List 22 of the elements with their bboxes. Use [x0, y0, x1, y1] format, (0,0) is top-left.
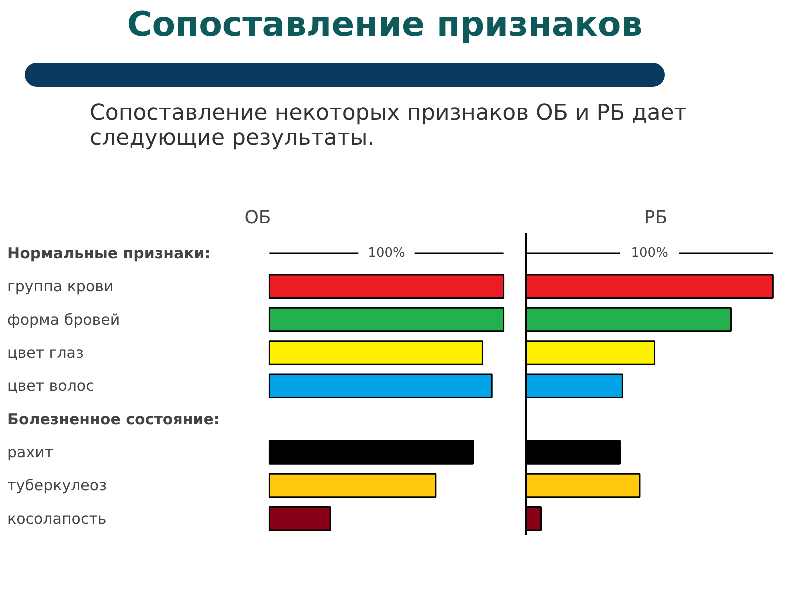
chart-title: РБ: [644, 208, 668, 228]
y-tick-label: форма бровей: [8, 310, 120, 329]
bar: [268, 506, 332, 532]
bar: [268, 307, 505, 332]
bar: [268, 274, 505, 299]
y-tick-label: рахит: [8, 444, 54, 462]
y-tick-label: группа крови: [8, 278, 114, 296]
bar: [268, 473, 437, 498]
annotation: 100%: [368, 246, 406, 261]
bar: [268, 374, 493, 399]
y-tick-label: туберкулеоз: [8, 476, 108, 495]
bar: [268, 340, 484, 366]
bar: [268, 440, 474, 465]
y-tick-label: цвет волос: [8, 377, 94, 396]
annotation: 100%: [631, 246, 668, 261]
chart-title: ОБ: [244, 208, 272, 228]
text: Сопоставление признаков: [126, 5, 644, 45]
text: Болезненное состояние:: [8, 410, 220, 428]
text: Сопоставление некоторых признаков ОБ и РБ дает следующие результаты.: [90, 101, 688, 151]
text: Нормальные признаки:: [8, 244, 211, 262]
y-tick-label: косолапость: [8, 510, 107, 528]
y-tick-label: цвет глаз: [8, 344, 84, 362]
